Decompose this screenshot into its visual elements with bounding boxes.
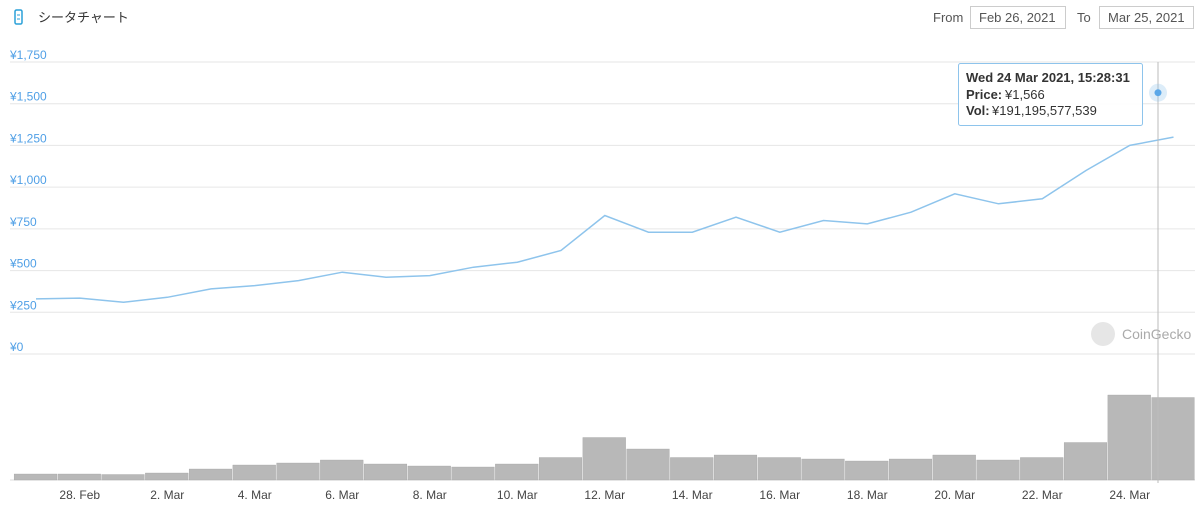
volume-bar — [57, 473, 101, 481]
volume-bar — [407, 465, 451, 481]
from-date: Feb 26, 2021 — [979, 10, 1056, 25]
from-input[interactable] — [970, 6, 1066, 29]
tooltip-box — [958, 63, 1143, 126]
y-tick-label: ¥250 — [9, 298, 37, 312]
volume-bar — [451, 466, 495, 481]
tooltip-vol: ¥191,195,577,539 — [991, 103, 1097, 118]
volume-bar — [582, 437, 626, 481]
volume-bar — [1151, 397, 1195, 481]
x-tick-label: 14. Mar — [672, 488, 713, 502]
volume-bar — [276, 462, 320, 481]
hover-point — [1154, 89, 1162, 97]
x-tick-label: 28. Feb — [59, 488, 100, 502]
to-label: To — [1077, 10, 1091, 25]
volume-bar — [932, 454, 976, 481]
to-date: Mar 25, 2021 — [1108, 10, 1185, 25]
volume-bar — [363, 463, 408, 481]
volume-bar — [845, 460, 889, 481]
volume-bar — [101, 474, 145, 481]
volume-bar — [976, 459, 1020, 481]
y-tick-label: ¥750 — [9, 215, 37, 229]
x-tick-label: 12. Mar — [584, 488, 625, 502]
price-line — [35, 136, 1174, 304]
x-tick-label: 24. Mar — [1109, 488, 1150, 502]
volume-bar — [888, 458, 933, 481]
volume-bar — [232, 464, 276, 481]
tooltip-price: ¥1,566 — [1004, 87, 1045, 102]
watermark-logo — [1091, 322, 1115, 346]
x-tick-label: 8. Mar — [413, 488, 447, 502]
watermark: CoinGecko — [1122, 326, 1191, 342]
volume-bar — [626, 448, 670, 481]
icon — [14, 9, 23, 25]
y-tick-label: ¥1,000 — [9, 173, 47, 187]
volume-bar — [538, 457, 583, 481]
volume-bar — [801, 458, 845, 481]
volume-bar — [713, 454, 758, 481]
chart-title: シータチャート — [38, 10, 129, 25]
volume-bar — [1020, 457, 1064, 481]
volume-bar — [1063, 442, 1108, 481]
tooltip-vol-label: Vol: — [966, 103, 990, 118]
tooltip-date: Wed 24 Mar 2021, 15:28:31 — [966, 70, 1130, 85]
volume-bar — [757, 457, 801, 481]
volume-bar — [495, 463, 539, 481]
y-tick-label: ¥1,250 — [9, 131, 47, 145]
x-tick-label: 6. Mar — [325, 488, 359, 502]
volume-bar — [670, 457, 714, 481]
x-tick-label: 2. Mar — [150, 488, 184, 502]
volume-bar — [320, 459, 364, 481]
x-tick-label: 22. Mar — [1022, 488, 1063, 502]
x-tick-label: 10. Mar — [497, 488, 538, 502]
x-tick-label: 20. Mar — [934, 488, 975, 502]
tooltip-price-label: Price: — [966, 87, 1002, 102]
to-input[interactable] — [1099, 6, 1194, 29]
y-tick-label: ¥500 — [9, 257, 37, 271]
y-tick-label: ¥0 — [9, 340, 24, 354]
volume-bar — [188, 468, 233, 481]
volume-bar — [1107, 394, 1151, 481]
volume-bar — [13, 473, 58, 481]
x-tick-label: 4. Mar — [238, 488, 272, 502]
x-tick-label: 16. Mar — [759, 488, 800, 502]
from-label: From — [933, 10, 963, 25]
y-tick-label: ¥1,500 — [9, 90, 47, 104]
y-tick-label: ¥1,750 — [9, 48, 47, 62]
x-tick-label: 18. Mar — [847, 488, 888, 502]
volume-bar — [145, 472, 189, 481]
